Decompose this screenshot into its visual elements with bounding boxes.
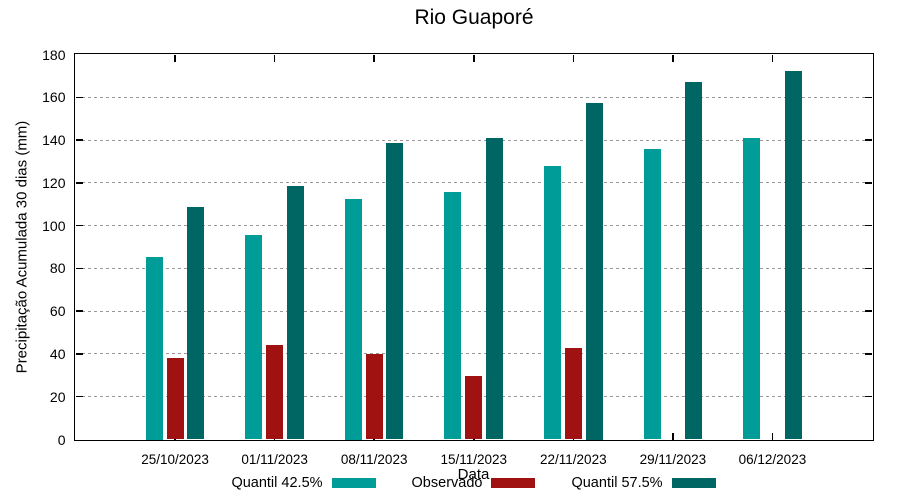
- y-tick-label: 120: [42, 174, 66, 191]
- legend-entry-observado: Observado: [412, 475, 536, 491]
- x-tick-label: 01/11/2023: [241, 452, 308, 467]
- x-axis-tick-top: [174, 54, 176, 62]
- y-axis-tick: [75, 139, 83, 141]
- y-axis-tick-right: [865, 395, 872, 398]
- h-gridline: [75, 267, 872, 269]
- bar-observado: [365, 353, 383, 440]
- legend-label: Observado: [411, 475, 483, 491]
- bar-quantil-42-5: [344, 198, 362, 440]
- y-tick-label: 180: [42, 46, 66, 63]
- y-tick-label: 0: [57, 431, 66, 448]
- x-axis-tick-top: [572, 54, 575, 62]
- y-axis-tick-right: [865, 182, 872, 184]
- y-axis-tick: [75, 96, 83, 99]
- x-tick-label: 25/10/2023: [141, 452, 209, 467]
- bar-observado: [465, 376, 483, 440]
- bar-quantil-57-5: [685, 82, 703, 440]
- x-axis-tick: [672, 432, 674, 440]
- h-gridline: [75, 353, 872, 355]
- y-axis-tick-right: [865, 96, 872, 99]
- legend-entry-quantil-42-5: Quantil 42.5%: [231, 475, 376, 491]
- y-axis-tick-right: [865, 310, 872, 312]
- y-axis-label: Precipitação Acumulada 30 dias (mm): [13, 120, 31, 374]
- plot-area: [74, 53, 874, 441]
- h-gridline: [75, 139, 872, 141]
- h-gridline: [75, 96, 872, 98]
- y-axis-tick-right: [865, 353, 872, 355]
- y-tick-label: 20: [49, 388, 66, 405]
- bar-quantil-42-5: [743, 137, 761, 440]
- bar-quantil-57-5: [187, 207, 205, 440]
- bar-observado: [166, 358, 184, 440]
- bar-quantil-42-5: [544, 165, 561, 440]
- legend-swatch-quantil-42-5: [331, 478, 376, 488]
- chart-title: Rio Guaporé: [414, 6, 534, 29]
- bar-quantil-57-5: [585, 102, 603, 440]
- bar-quantil-42-5: [643, 148, 661, 440]
- bar-quantil-42-5: [444, 192, 462, 440]
- x-tick-label: 29/11/2023: [639, 452, 707, 467]
- bar-quantil-57-5: [286, 186, 304, 440]
- y-tick-label: 60: [49, 303, 66, 320]
- h-gridline: [75, 225, 872, 227]
- y-axis-tick-right: [865, 267, 872, 270]
- legend-label: Quantil 57.5%: [571, 475, 663, 491]
- bar-quantil-57-5: [784, 70, 802, 440]
- legend-swatch-observado: [491, 478, 536, 488]
- y-axis-tick: [75, 395, 83, 398]
- h-gridline: [75, 182, 872, 184]
- y-axis-tick: [75, 310, 83, 312]
- x-tick-label: 08/11/2023: [340, 452, 408, 467]
- bar-quantil-57-5: [486, 137, 504, 440]
- bar-quantil-57-5: [386, 143, 404, 440]
- x-axis-tick: [771, 432, 774, 440]
- legend-swatch-quantil-57-5: [671, 478, 716, 488]
- y-axis-tick-right: [865, 224, 872, 227]
- y-axis-tick: [75, 267, 83, 270]
- y-axis-tick: [75, 182, 83, 184]
- x-tick-label: 22/11/2023: [540, 452, 607, 467]
- x-axis-label: Data: [457, 466, 490, 483]
- bar-observado: [564, 347, 582, 440]
- y-tick-label: 80: [49, 260, 66, 277]
- y-axis-tick-right: [865, 139, 872, 141]
- legend: Quantil 42.5% Observado Quantil 57.5%: [75, 475, 872, 491]
- x-axis-tick-top: [771, 54, 774, 62]
- bar-quantil-42-5: [245, 235, 263, 440]
- x-tick-label: 06/12/2023: [738, 452, 807, 467]
- x-axis-tick-top: [373, 54, 375, 62]
- y-axis-tick: [75, 224, 83, 227]
- x-axis-tick-top: [473, 54, 475, 62]
- y-tick-label: 140: [42, 132, 66, 149]
- x-axis-tick-top: [273, 54, 276, 62]
- legend-label: Quantil 42.5%: [231, 475, 323, 491]
- y-tick-label: 160: [42, 89, 66, 106]
- bar-quantil-42-5: [145, 256, 163, 440]
- bar-observado: [266, 345, 284, 440]
- x-tick-label: 15/11/2023: [440, 452, 508, 467]
- legend-entry-quantil-57-5: Quantil 57.5%: [571, 475, 716, 491]
- y-tick-label: 40: [49, 345, 66, 362]
- y-tick-label: 100: [42, 217, 66, 234]
- y-axis-tick: [75, 353, 83, 355]
- h-gridline: [75, 310, 872, 312]
- x-axis-tick-top: [672, 54, 674, 62]
